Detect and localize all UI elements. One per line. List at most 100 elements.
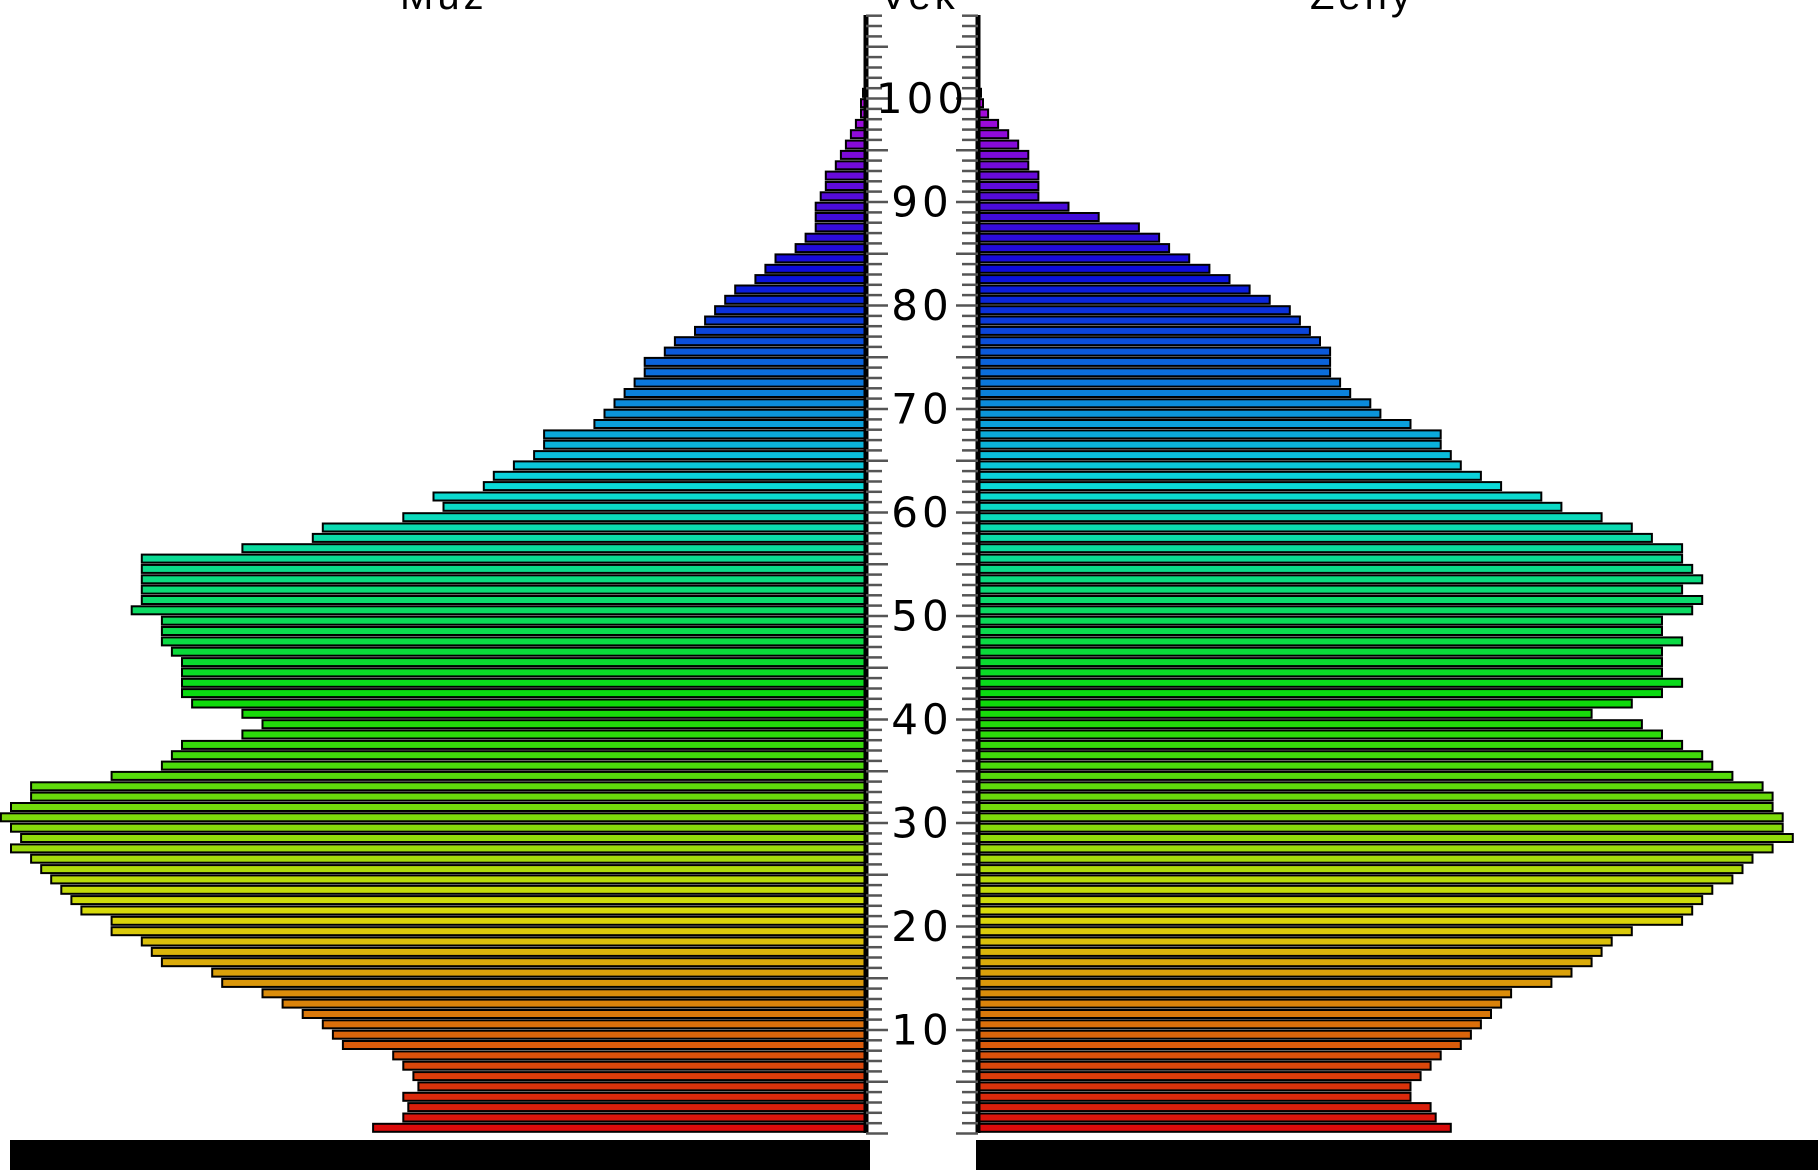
female-bar-age-67	[977, 429, 1442, 440]
male-bar-age-10	[321, 1019, 867, 1030]
female-bar-age-66	[977, 439, 1442, 450]
male-bar-age-68	[593, 419, 868, 429]
female-bar-age-57	[977, 532, 1653, 543]
female-bar-age-87	[977, 222, 1140, 233]
age-axis-left	[863, 14, 888, 1135]
female-bar-age-28	[977, 833, 1794, 843]
female-bar-age-80	[977, 294, 1271, 305]
male-bar-age-44	[181, 667, 867, 678]
female-bar-age-33	[977, 781, 1764, 792]
age-tick-label-20: 20	[891, 902, 952, 951]
male-bar-age-25	[40, 864, 867, 875]
male-bar-age-94	[839, 149, 868, 160]
male-bar-age-88	[814, 212, 868, 222]
female-bar-age-48	[977, 626, 1663, 636]
female-bar-age-21	[977, 905, 1694, 916]
female-bar-age-19	[977, 926, 1633, 937]
male-bar-age-64	[512, 460, 868, 471]
female-bar-age-14	[977, 977, 1553, 988]
age-axis-right	[956, 14, 981, 1135]
female-bar-age-24	[977, 874, 1734, 885]
female-bar-age-60	[977, 501, 1563, 512]
age-tick-label-10: 10	[891, 1006, 952, 1055]
female-bar-age-29	[977, 822, 1784, 833]
male-bar-age-27	[10, 843, 867, 854]
female-bar-age-72	[977, 377, 1342, 388]
age-tick-label-30: 30	[891, 799, 952, 848]
male-bar-age-56	[241, 543, 867, 554]
male-bar-age-67	[543, 429, 867, 440]
male-bar-age-74	[643, 356, 868, 367]
male-bar-age-47	[160, 636, 867, 647]
male-bar-age-36	[170, 750, 867, 761]
female-bar-age-64	[977, 460, 1462, 471]
female-bar-age-84	[977, 253, 1191, 264]
female-bar-age-32	[977, 791, 1774, 802]
female-bar-age-7	[977, 1050, 1442, 1061]
female-bar-age-23	[977, 884, 1714, 895]
male-bar-age-29	[10, 822, 867, 833]
female-bar-age-56	[977, 543, 1684, 554]
male-bar-age-51	[140, 595, 868, 605]
male-bar-age-90	[819, 191, 868, 202]
male-baseline-bar	[10, 1140, 870, 1170]
male-bar-age-19	[110, 926, 868, 937]
male-bar-age-55	[140, 553, 868, 564]
male-bar-age-69	[603, 408, 867, 419]
age-tick-label-90: 90	[891, 178, 952, 227]
male-bar-age-76	[673, 336, 868, 347]
male-bar-age-35	[160, 760, 867, 771]
female-bar-age-3	[977, 1091, 1412, 1102]
male-bar-age-49	[160, 615, 867, 626]
male-bar-age-63	[492, 470, 867, 481]
female-bar-age-77	[977, 325, 1311, 336]
female-bar-age-53	[977, 574, 1704, 585]
male-bar-age-15	[211, 967, 867, 978]
male-bar-age-0	[372, 1122, 867, 1133]
male-bar-age-4	[417, 1081, 867, 1092]
age-tick-label-60: 60	[891, 488, 952, 537]
female-bar-age-89	[977, 201, 1070, 212]
female-bar-age-5	[977, 1071, 1422, 1082]
female-bar-age-51	[977, 595, 1704, 605]
male-bar-age-16	[160, 957, 867, 968]
female-bar-age-93	[977, 160, 1030, 171]
male-bar-age-84	[774, 253, 867, 264]
female-bar-age-50	[977, 605, 1694, 616]
female-bar-age-1	[977, 1112, 1437, 1123]
male-bar-age-34	[110, 770, 868, 781]
female-bar-age-49	[977, 615, 1663, 626]
male-bar-age-43	[181, 677, 867, 688]
male-bar-age-77	[694, 325, 867, 336]
male-bar-age-1	[402, 1112, 867, 1123]
female-bar-age-78	[977, 315, 1301, 326]
female-bar-age-41	[977, 698, 1633, 709]
female-bars	[977, 87, 1794, 1133]
female-bar-age-46	[977, 646, 1663, 657]
female-bar-age-39	[977, 719, 1643, 730]
male-bar-age-71	[623, 388, 867, 398]
female-bar-age-71	[977, 388, 1352, 398]
male-bar-age-53	[140, 574, 868, 585]
female-bar-age-9	[977, 1029, 1472, 1040]
male-bar-age-59	[402, 512, 867, 523]
male-bar-age-41	[191, 698, 868, 709]
female-bar-age-30	[977, 812, 1784, 823]
female-bar-age-27	[977, 843, 1774, 854]
male-bar-age-87	[814, 222, 868, 233]
female-bar-age-52	[977, 584, 1684, 595]
female-bar-age-82	[977, 274, 1231, 285]
female-bar-age-75	[977, 346, 1332, 357]
female-bar-age-22	[977, 895, 1704, 906]
male-bar-age-86	[804, 232, 867, 243]
female-bar-age-90	[977, 191, 1040, 202]
male-bar-age-2	[407, 1102, 867, 1113]
male-bar-age-9	[331, 1029, 867, 1040]
male-bar-age-57	[311, 532, 867, 543]
female-bar-age-74	[977, 356, 1332, 367]
male-bar-age-37	[181, 739, 867, 750]
female-bar-age-35	[977, 760, 1714, 771]
age-tick-labels: 10 20 30 40 50 60 70 80 90 100	[876, 74, 964, 1055]
age-tick-label-80: 80	[891, 281, 952, 330]
